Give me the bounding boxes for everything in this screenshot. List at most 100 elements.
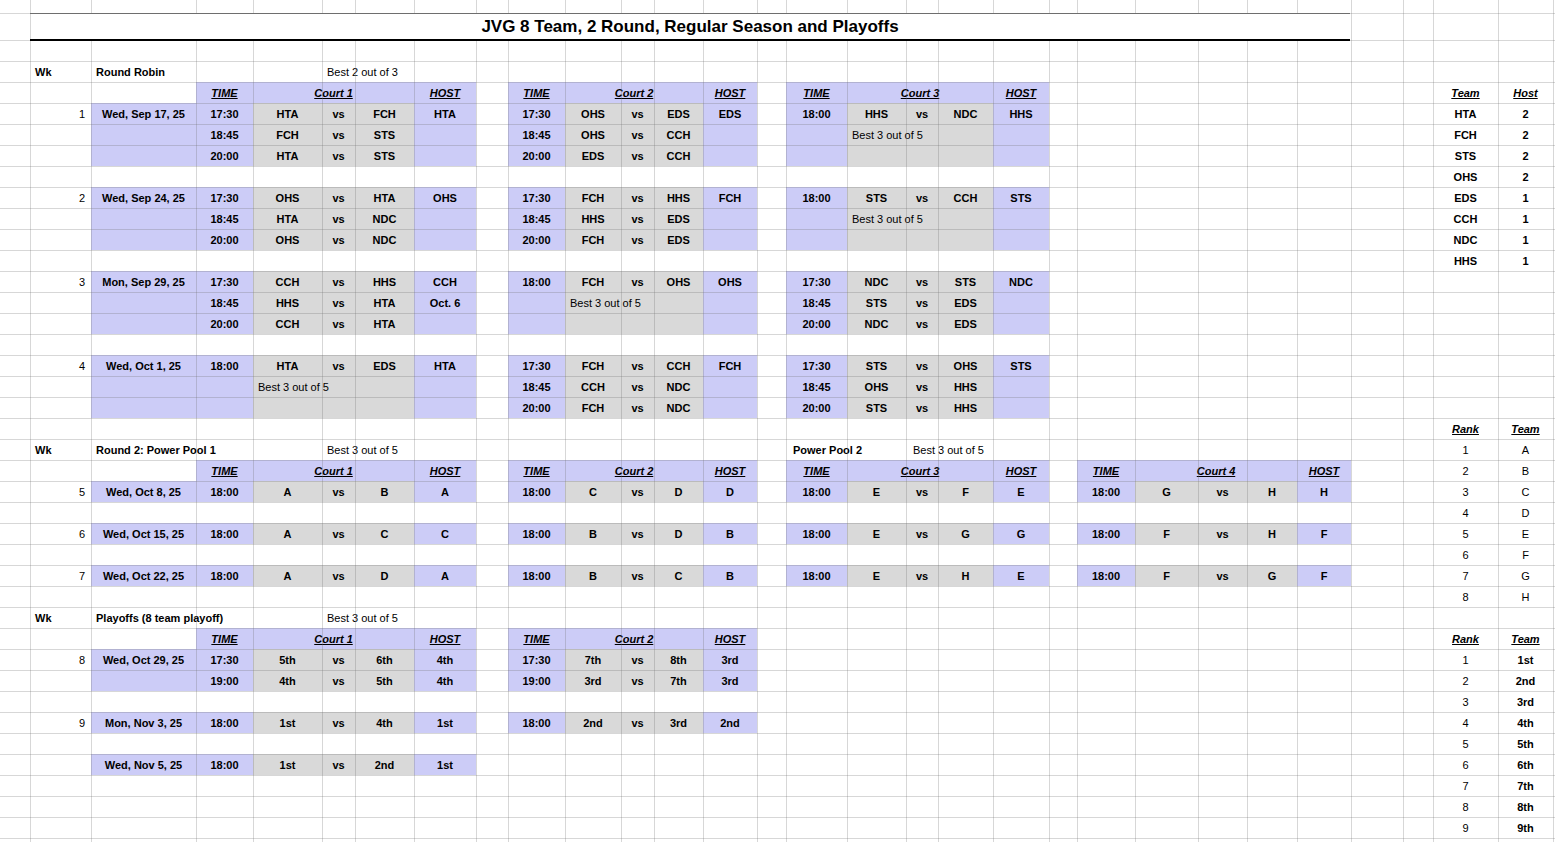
vs-cell[interactable]: vs	[906, 271, 938, 292]
court-header[interactable]: Court 2	[565, 82, 703, 103]
vs-cell[interactable]: vs	[906, 397, 938, 418]
match-time-cell[interactable]: 18:00	[508, 523, 565, 544]
side-table-value-cell[interactable]: 9	[1433, 817, 1498, 838]
team-b-cell[interactable]: C	[355, 523, 414, 544]
vs-cell[interactable]: vs	[906, 187, 938, 208]
team-a-cell[interactable]: 1st	[253, 712, 322, 733]
host-cell[interactable]: 1st	[414, 754, 476, 775]
vs-cell[interactable]: vs	[322, 649, 355, 670]
vs-cell[interactable]: vs	[322, 124, 355, 145]
team-a-cell[interactable]: C	[565, 481, 621, 502]
week-number-cell[interactable]: 9	[30, 712, 89, 733]
team-b-cell[interactable]: EDS	[355, 355, 414, 376]
host-cell[interactable]: STS	[993, 187, 1049, 208]
team-a-cell[interactable]: A	[253, 565, 322, 586]
section-title[interactable]: Round 2: Power Pool 1	[91, 439, 321, 460]
team-a-cell[interactable]: FCH	[565, 397, 621, 418]
team-b-cell[interactable]: HTA	[355, 292, 414, 313]
wk-column-header[interactable]: Wk	[30, 607, 89, 628]
team-b-cell[interactable]: FCH	[355, 103, 414, 124]
team-b-cell[interactable]: D	[654, 481, 703, 502]
side-table-value-cell[interactable]: 3rd	[1498, 691, 1553, 712]
match-time-cell[interactable]: 20:00	[196, 313, 253, 334]
side-table-value-cell[interactable]: A	[1498, 439, 1553, 460]
side-table-value-cell[interactable]: 6	[1433, 544, 1498, 565]
team-a-cell[interactable]: HHS	[565, 208, 621, 229]
vs-cell[interactable]: vs	[322, 481, 355, 502]
side-table-value-cell[interactable]: 7th	[1498, 775, 1553, 796]
team-b-cell[interactable]: OHS	[654, 271, 703, 292]
vs-cell[interactable]: vs	[322, 754, 355, 775]
side-table-value-cell[interactable]: CCH	[1433, 208, 1498, 229]
team-a-cell[interactable]: HTA	[253, 103, 322, 124]
vs-cell[interactable]: vs	[621, 397, 654, 418]
side-table-value-cell[interactable]: HTA	[1433, 103, 1498, 124]
match-time-cell[interactable]: 18:45	[508, 376, 565, 397]
time-column-header[interactable]: TIME	[508, 460, 565, 481]
team-a-cell[interactable]: OHS	[253, 187, 322, 208]
match-time-cell[interactable]: 17:30	[196, 271, 253, 292]
match-time-cell[interactable]: 18:00	[508, 565, 565, 586]
court-header[interactable]: Court 2	[565, 628, 703, 649]
host-column-header[interactable]: HOST	[1297, 460, 1351, 481]
vs-cell[interactable]: vs	[906, 313, 938, 334]
team-b-cell[interactable]: 4th	[355, 712, 414, 733]
week-number-cell[interactable]: 1	[30, 103, 89, 124]
time-column-header[interactable]: TIME	[786, 82, 847, 103]
team-a-cell[interactable]: OHS	[253, 229, 322, 250]
time-column-header[interactable]: TIME	[508, 628, 565, 649]
court-header[interactable]: Court 3	[847, 460, 993, 481]
match-time-cell[interactable]: 18:00	[196, 754, 253, 775]
match-time-cell[interactable]: 20:00	[786, 313, 847, 334]
week-date-cell[interactable]: Wed, Sep 17, 25	[91, 103, 196, 124]
vs-cell[interactable]: vs	[322, 145, 355, 166]
team-a-cell[interactable]: STS	[847, 397, 906, 418]
host-cell[interactable]: A	[414, 565, 476, 586]
vs-cell[interactable]: vs	[621, 649, 654, 670]
match-time-cell[interactable]: 20:00	[786, 397, 847, 418]
vs-cell[interactable]: vs	[322, 313, 355, 334]
match-time-cell[interactable]: 18:45	[508, 124, 565, 145]
team-a-cell[interactable]: A	[253, 481, 322, 502]
team-b-cell[interactable]: EDS	[654, 103, 703, 124]
host-cell[interactable]: 4th	[414, 649, 476, 670]
vs-cell[interactable]: vs	[906, 523, 938, 544]
week-date-cell[interactable]: Wed, Oct 29, 25	[91, 649, 196, 670]
side-table-value-cell[interactable]: 8th	[1498, 796, 1553, 817]
team-a-cell[interactable]: CCH	[253, 271, 322, 292]
side-table-value-cell[interactable]: OHS	[1433, 166, 1498, 187]
host-cell[interactable]: STS	[993, 355, 1049, 376]
team-a-cell[interactable]: FCH	[565, 355, 621, 376]
host-column-header[interactable]: HOST	[993, 460, 1049, 481]
vs-cell[interactable]: vs	[621, 481, 654, 502]
week-date-cell[interactable]: Wed, Sep 24, 25	[91, 187, 196, 208]
vs-cell[interactable]: vs	[621, 670, 654, 691]
team-a-cell[interactable]: HHS	[253, 292, 322, 313]
side-table-value-cell[interactable]: 3	[1433, 481, 1498, 502]
side-table-value-cell[interactable]: 2	[1498, 124, 1553, 145]
match-time-cell[interactable]: 18:00	[196, 355, 253, 376]
host-cell[interactable]: A	[414, 481, 476, 502]
side-table-value-cell[interactable]: 7	[1433, 775, 1498, 796]
vs-cell[interactable]: vs	[906, 565, 938, 586]
team-b-cell[interactable]: HHS	[938, 397, 993, 418]
match-time-cell[interactable]: 18:00	[1077, 523, 1135, 544]
host-cell[interactable]: F	[1297, 565, 1351, 586]
match-time-cell[interactable]: 18:00	[786, 103, 847, 124]
match-time-cell[interactable]: 18:00	[196, 481, 253, 502]
host-cell[interactable]: EDS	[703, 103, 757, 124]
team-b-cell[interactable]: STS	[355, 124, 414, 145]
host-cell[interactable]: OHS	[414, 187, 476, 208]
team-b-cell[interactable]: EDS	[938, 292, 993, 313]
host-cell[interactable]: 4th	[414, 670, 476, 691]
time-column-header[interactable]: TIME	[196, 628, 253, 649]
team-a-cell[interactable]: STS	[847, 187, 906, 208]
team-b-cell[interactable]: HTA	[355, 313, 414, 334]
vs-cell[interactable]: vs	[621, 103, 654, 124]
host-cell[interactable]: H	[1297, 481, 1351, 502]
time-column-header[interactable]: TIME	[1077, 460, 1135, 481]
side-table-value-cell[interactable]: STS	[1433, 145, 1498, 166]
team-b-cell[interactable]: STS	[938, 271, 993, 292]
host-column-header[interactable]: HOST	[993, 82, 1049, 103]
host-cell[interactable]: HTA	[414, 103, 476, 124]
